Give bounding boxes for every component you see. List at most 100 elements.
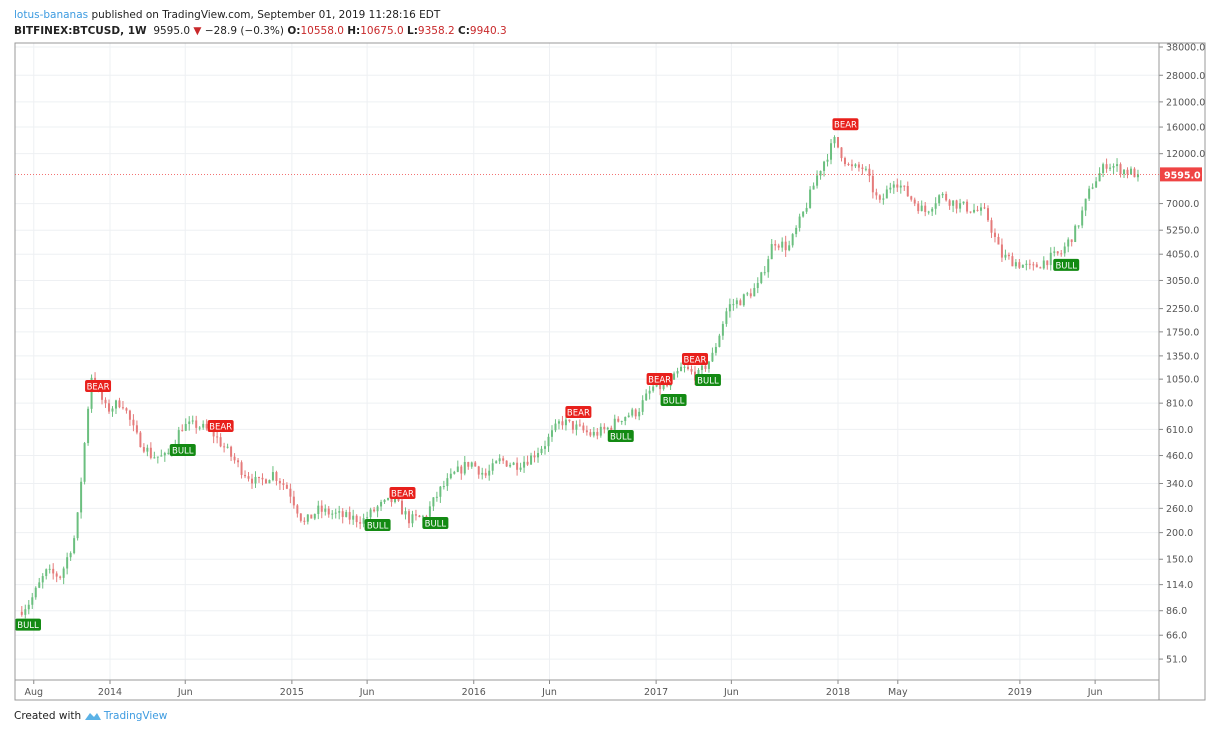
candle-body <box>268 480 271 484</box>
candle-body <box>313 514 316 519</box>
bull-signal-label: BULL <box>1055 261 1077 271</box>
author-link[interactable]: lotus-bananas <box>14 9 89 21</box>
candle-body <box>990 220 993 233</box>
last-value: 9595.0 <box>153 25 191 37</box>
candle-body <box>421 516 424 518</box>
bull-signal-label: BULL <box>17 621 39 631</box>
bear-signal-label: BEAR <box>567 409 590 419</box>
candle-body <box>997 236 1000 245</box>
candle-body <box>160 455 163 457</box>
axes: 38000.0 28000.0 21000.0 16000.0 12000.0 7000.… <box>14 42 1206 701</box>
candle-body <box>530 455 533 465</box>
candle-body <box>230 446 233 457</box>
candle-body <box>540 448 543 454</box>
y-tick-label: 150.0 <box>1166 555 1193 566</box>
x-tick-label: 2018 <box>826 687 850 698</box>
candle-body <box>589 432 592 436</box>
candle-body <box>519 467 522 470</box>
candle-body <box>1119 164 1122 175</box>
candle-body <box>638 411 641 417</box>
candle-body <box>369 509 372 518</box>
candle-body <box>791 234 794 246</box>
candle-body <box>254 476 257 484</box>
y-tick-label: 21000.0 <box>1166 97 1205 108</box>
candle-body <box>373 509 376 512</box>
candle-body <box>76 512 79 539</box>
candle-body <box>568 419 571 422</box>
candle-body <box>711 352 714 362</box>
x-tick-label: Aug <box>24 687 43 698</box>
candle-body <box>934 203 937 209</box>
candle-body <box>27 604 30 610</box>
candle-body <box>484 472 487 476</box>
candle-body <box>331 513 334 515</box>
open-value: 10558.0 <box>300 25 344 37</box>
candle-body <box>1123 169 1126 175</box>
candle-body <box>606 427 609 430</box>
low-label: L: <box>407 25 418 37</box>
candle-body <box>564 419 567 426</box>
created-with-text: Created with <box>14 710 82 722</box>
candle-body <box>477 466 480 475</box>
candle-body <box>634 409 637 417</box>
candle-body <box>830 143 833 160</box>
candle-body <box>899 185 902 188</box>
candle-body <box>714 346 717 353</box>
candle-body <box>132 419 135 426</box>
candle-body <box>938 195 941 204</box>
published-text: published on TradingView.com, September … <box>91 9 441 21</box>
candle-body <box>1084 198 1087 211</box>
candle-body <box>603 426 606 430</box>
candle-body <box>554 423 557 431</box>
candle-body <box>1129 168 1132 175</box>
candle-body <box>38 582 41 588</box>
y-tick-label: 340.0 <box>1166 479 1193 490</box>
candle-body <box>198 427 201 429</box>
candle-body <box>941 193 944 196</box>
candle-body <box>394 496 397 503</box>
candle-body <box>442 486 445 488</box>
signals: BULL BEAR BULL BEAR BULL BEAR BULL BEAR BULL BEAR… <box>15 118 1080 631</box>
x-tick-label: Jun <box>1087 687 1103 698</box>
candle-body <box>244 474 247 477</box>
candle-body <box>1074 225 1077 242</box>
candle-body <box>1004 254 1007 258</box>
candle-body <box>742 294 745 306</box>
bear-signal-label: BEAR <box>834 121 857 131</box>
y-tick-label: 114.0 <box>1166 580 1193 591</box>
candle-body <box>348 512 351 520</box>
candle-body <box>753 288 756 297</box>
candle-body <box>917 203 920 212</box>
candle-body <box>237 460 240 463</box>
candle-body <box>1102 164 1105 174</box>
candle-body <box>592 431 595 436</box>
tradingview-link[interactable]: TradingView <box>103 710 168 722</box>
bear-signal-badge <box>85 380 112 393</box>
candle-body <box>338 511 341 513</box>
candle-body <box>55 573 58 577</box>
y-tick-label: 16000.0 <box>1166 123 1205 134</box>
bull-signal-badge <box>660 394 687 407</box>
candle-body <box>121 407 124 409</box>
x-tick-label: 2017 <box>644 687 668 698</box>
candle-body <box>781 241 784 248</box>
candle-body <box>1077 225 1080 227</box>
candle-body <box>620 420 623 422</box>
candle-body <box>449 473 452 479</box>
candle-body <box>892 184 895 188</box>
symbol-label: BITFINEX:BTCUSD, 1W <box>14 25 147 37</box>
bear-signal-label: BEAR <box>648 375 671 385</box>
bull-signal-badge <box>169 444 196 457</box>
candle-body <box>1053 251 1056 253</box>
bear-signal-label: BEAR <box>87 383 110 393</box>
candle-body <box>1095 181 1098 188</box>
candle-body <box>767 259 770 273</box>
candle-body <box>104 399 107 404</box>
candle-body <box>1056 251 1059 254</box>
footer: Created with TradingView <box>14 710 167 722</box>
candle-body <box>1081 210 1084 226</box>
candle-body <box>571 421 574 430</box>
y-tick-label: 12000.0 <box>1166 149 1205 160</box>
bull-signal-label: BULL <box>697 377 719 387</box>
